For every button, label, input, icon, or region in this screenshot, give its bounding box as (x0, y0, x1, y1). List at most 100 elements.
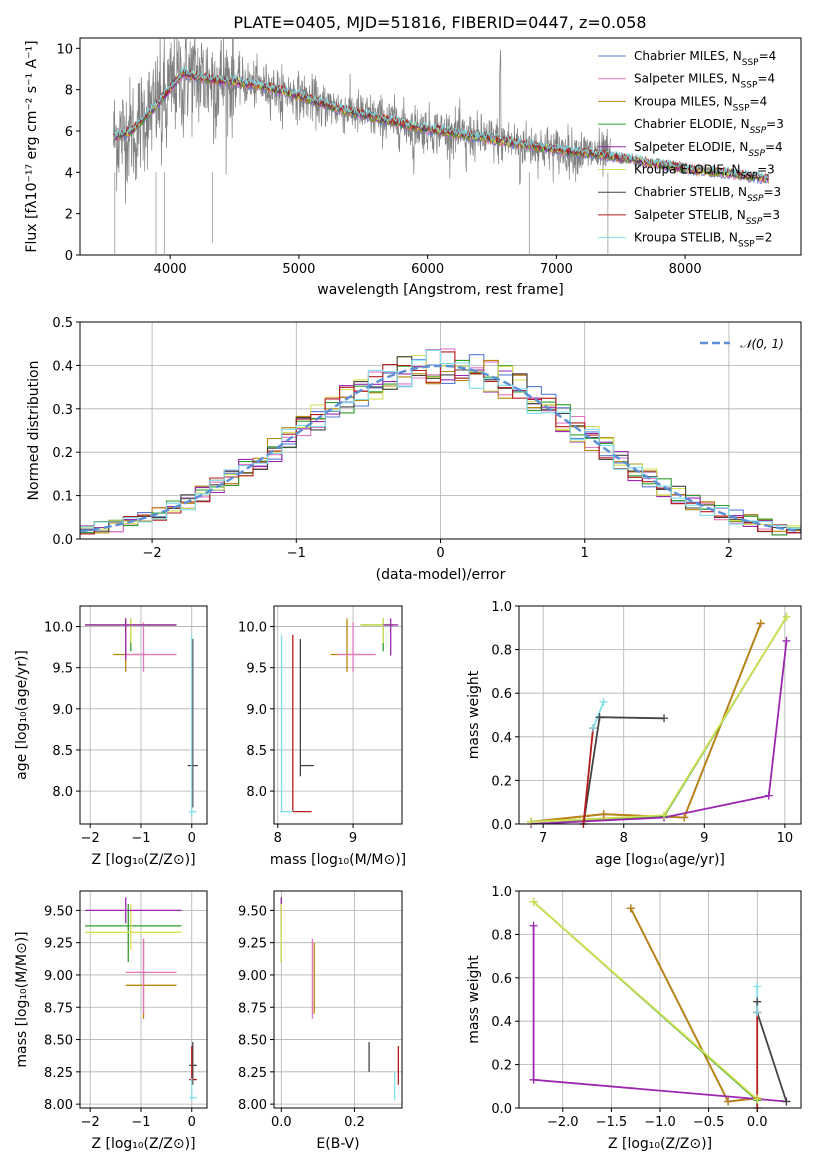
y-tick-label: 0.8 (491, 928, 512, 943)
y-tick-label: 0.0 (491, 818, 512, 833)
x-axis-label: mass [log₁₀(M/M⊙)] (270, 852, 406, 868)
x-tick-label: 9 (349, 831, 357, 846)
y-tick-label: 8.75 (238, 1001, 267, 1016)
y-tick-label: 0.8 (491, 644, 512, 659)
x-tick-label: 0.0 (747, 1115, 768, 1130)
y-tick-label: 8.00 (44, 1098, 73, 1113)
y-tick-label: 0 (65, 249, 73, 264)
x-tick-label: 9 (700, 831, 708, 846)
mass-weight-series-4 (531, 640, 788, 824)
Z-vs-mass-weight-panel: −2.0 −1.5 −1.0 −0.5 0.0 0.0 0.2 0.4 0.6 0.8 1.0 mas… (466, 885, 802, 1152)
x-tick-label: −2 (143, 546, 162, 561)
y-tick-label: 8.00 (238, 1098, 267, 1113)
legend-entry: Chabrier MILES, NSSP=4 (634, 49, 776, 68)
mass-weight-series-6 (756, 1001, 788, 1102)
mass-weight-marker (680, 813, 689, 822)
mass-weight-marker (660, 811, 669, 820)
y-axis-label: age [log₁₀(age/yr)] (14, 650, 30, 780)
x-axis-label: wavelength [Angstrom, rest frame] (317, 282, 563, 298)
y-tick-label: 9.0 (52, 703, 73, 718)
x-tick-label: 5000 (282, 262, 315, 277)
y-tick-label: 0.0 (491, 1102, 512, 1117)
x-tick-label: 7 (539, 831, 547, 846)
mass-weight-marker (782, 1097, 791, 1106)
mass-weight-marker (529, 897, 538, 906)
mass-weight-marker (529, 1075, 538, 1084)
y-tick-label: 8.25 (44, 1066, 73, 1081)
spectrum-plot-area (113, 38, 770, 255)
EBV-vs-mass-panel: 0.0 0.2 8.00 8.25 8.50 8.75 9.00 9.25 9.50 E(B-V) (238, 890, 403, 1152)
mass-weight-series-3 (531, 616, 788, 823)
x-axis-label: Z [log₁₀(Z/Z⊙)] (608, 1136, 712, 1152)
age-vs-mass-weight-panel: 7 8 9 10 0.0 0.2 0.4 0.6 0.8 1.0 mass weight age [l… (466, 600, 802, 868)
y-tick-label: 4 (65, 166, 73, 181)
y-tick-label: 0.2 (491, 1059, 512, 1074)
x-tick-label: 10 (777, 831, 794, 846)
y-tick-label: 9.00 (44, 969, 73, 984)
y-tick-label: 0.6 (491, 687, 512, 702)
x-tick-label: −1 (131, 1115, 150, 1130)
y-tick-label: 0.5 (52, 316, 73, 331)
x-axis-label: E(B-V) (316, 1136, 359, 1152)
x-axis-label: Z [log₁₀(Z/Z⊙)] (91, 1136, 195, 1152)
mass-weight-marker (660, 714, 669, 723)
histogram-plot-area (80, 348, 801, 536)
y-tick-label: 0.1 (52, 490, 73, 505)
legend-entry: Salpeter MILES, NSSP=4 (634, 72, 775, 91)
mass-weight-marker (589, 724, 598, 733)
mass-weight-marker (764, 791, 773, 800)
mass-weight-series-1 (531, 623, 762, 823)
y-tick-label: 9.25 (44, 937, 73, 952)
y-axis-label: Normed distribution (26, 361, 42, 501)
legend-entry: Kroupa STELIB, NSSP=2 (634, 231, 772, 250)
y-tick-label: 8 (65, 84, 73, 99)
mass-weight-series-7 (582, 728, 594, 824)
x-tick-label: 8000 (669, 262, 702, 277)
y-tick-label: 6 (65, 125, 73, 140)
x-tick-label: −1 (287, 546, 306, 561)
y-tick-label: 0.2 (52, 446, 73, 461)
x-tick-label: 2 (725, 546, 733, 561)
mass-weight-series-5 (533, 901, 758, 1100)
x-tick-label: −2.0 (547, 1115, 579, 1130)
axes-frame (273, 890, 403, 1109)
legend-entry: Salpeter STELIB, NSSP=3 (634, 208, 780, 227)
x-tick-label: 0 (188, 831, 196, 846)
y-axis-label: mass [log₁₀(M/M⊙)] (14, 931, 30, 1067)
y-axis-label: mass weight (466, 955, 482, 1044)
y-tick-label: 8.50 (44, 1034, 73, 1049)
Z-vs-age-panel: −2 −1 0 8.0 8.5 9.0 9.5 10.0 age [log₁₀(age/yr)]… (14, 605, 208, 868)
y-tick-label: 10 (56, 42, 73, 57)
y-tick-label: 9.00 (238, 969, 267, 984)
x-tick-label: −2 (81, 831, 100, 846)
x-tick-label: −1.5 (596, 1115, 628, 1130)
mass-weight-marker (724, 1097, 733, 1106)
y-tick-label: 0.0 (52, 533, 73, 548)
y-tick-label: 10.0 (238, 621, 267, 636)
y-tick-label: 9.50 (44, 904, 73, 919)
EBV-vs-mass-panel-plot-area (280, 897, 399, 1101)
axes-frame (273, 605, 403, 825)
y-tick-label: 9.50 (238, 904, 267, 919)
x-tick-label: 0 (188, 1115, 196, 1130)
mass-weight-marker (599, 697, 608, 706)
y-tick-label: 8.50 (238, 1034, 267, 1049)
y-tick-label: 1.0 (491, 885, 512, 900)
mass-weight-series-0 (531, 623, 762, 823)
mass-vs-age-panel: 8 9 8.0 8.5 9.0 9.5 10.0 mass [log₁₀(M/M⊙)] (238, 605, 406, 868)
Z-vs-age-panel-plot-area (85, 618, 198, 816)
mass-vs-age-panel-plot-area (280, 618, 399, 813)
x-tick-label: −1 (131, 831, 150, 846)
x-tick-label: 1 (581, 546, 589, 561)
x-axis-label: (data-model)/error (376, 567, 506, 583)
y-tick-label: 10.0 (44, 621, 73, 636)
y-tick-label: 8.25 (238, 1066, 267, 1081)
x-tick-label: −2 (81, 1115, 100, 1130)
y-tick-label: 8.0 (246, 785, 267, 800)
x-tick-label: 8 (274, 831, 282, 846)
mass-weight-marker (782, 612, 791, 621)
x-tick-label: 7000 (540, 262, 573, 277)
mass-weight-series-2 (531, 623, 762, 823)
mass-weight-marker (782, 636, 791, 645)
